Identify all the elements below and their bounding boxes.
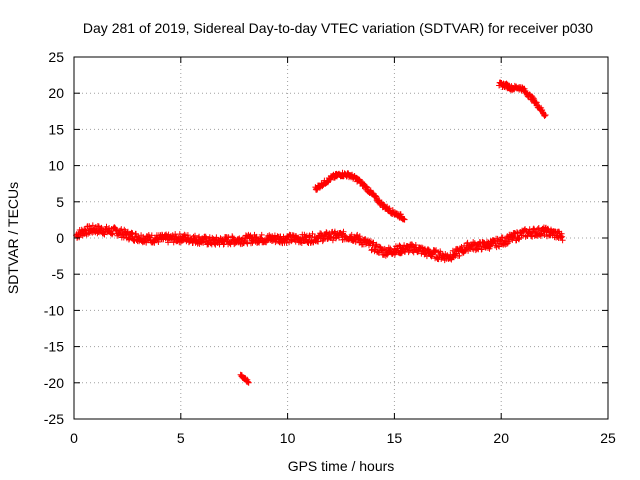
y-tick-label: 0 xyxy=(56,230,64,246)
data-point xyxy=(456,252,463,259)
y-tick-label: 15 xyxy=(48,121,64,137)
data-point xyxy=(103,223,110,230)
series-high-segment xyxy=(496,79,549,119)
series-low-segment xyxy=(237,371,252,386)
x-tick-label: 15 xyxy=(387,430,403,446)
y-tick-label: 10 xyxy=(48,158,64,174)
data-point xyxy=(304,238,311,245)
data-point xyxy=(559,237,566,244)
y-axis-label: SDTVAR / TECUs xyxy=(5,182,21,294)
x-tick-label: 25 xyxy=(600,430,616,446)
data-point xyxy=(121,226,128,233)
y-tick-label: -25 xyxy=(44,411,64,427)
data-point xyxy=(253,233,260,240)
y-tick-label: -20 xyxy=(44,375,64,391)
x-tick-label: 10 xyxy=(280,430,296,446)
data-layer xyxy=(73,79,566,386)
data-point xyxy=(245,379,252,386)
data-point xyxy=(287,233,294,240)
data-point xyxy=(155,239,162,245)
y-tick-label: 5 xyxy=(56,194,64,210)
chart-title: Day 281 of 2019, Sidereal Day-to-day VTE… xyxy=(83,20,593,36)
y-tick-label: 25 xyxy=(48,49,64,65)
data-point xyxy=(406,247,413,254)
axes: 0 5 10 15 20 25 25 20 15 10 5 0 -5 -10 -15 -20 -25 xyxy=(44,49,616,446)
series-arc-segment xyxy=(312,169,408,223)
x-axis-label: GPS time / hours xyxy=(288,458,395,474)
data-point xyxy=(133,230,139,237)
y-tick-label: -10 xyxy=(44,302,64,318)
data-point xyxy=(401,216,408,223)
y-tick-label: 20 xyxy=(48,85,64,101)
data-point xyxy=(192,232,198,239)
series-main-band xyxy=(73,222,566,264)
data-point xyxy=(196,233,203,240)
x-tick-label: 20 xyxy=(493,430,509,446)
y-tick-label: -5 xyxy=(52,266,65,282)
y-tick-label: -15 xyxy=(44,339,64,355)
data-point xyxy=(128,229,135,236)
x-tick-label: 0 xyxy=(70,430,78,446)
data-point xyxy=(542,112,549,118)
data-point xyxy=(148,232,155,239)
data-point xyxy=(309,230,316,237)
data-point xyxy=(118,226,125,233)
data-point xyxy=(109,231,116,238)
data-point xyxy=(340,228,347,235)
data-point xyxy=(258,231,265,238)
x-tick-label: 5 xyxy=(177,430,185,446)
